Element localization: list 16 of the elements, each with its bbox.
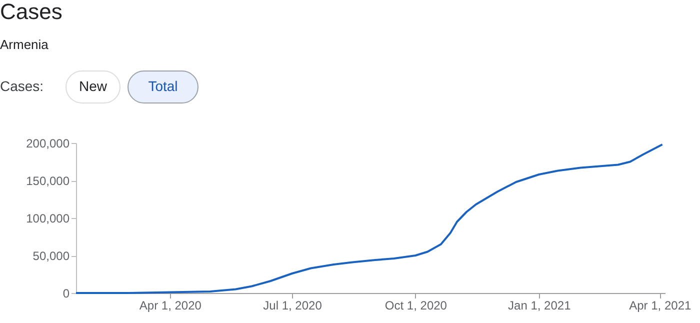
chart-title: Cases <box>0 0 62 24</box>
x-tick-label: Oct 1, 2020 <box>384 298 448 312</box>
x-tick-label: Apr 1, 2020 <box>139 298 202 312</box>
y-tick-label: 200,000 <box>26 136 70 150</box>
y-tick-label: 50,000 <box>32 249 70 263</box>
x-tick-label: Jan 1, 2021 <box>508 298 572 312</box>
x-tick-label: Jul 1, 2020 <box>263 298 322 312</box>
y-tick-label: 0 <box>62 286 70 300</box>
chart-subtitle: Armenia <box>0 37 50 52</box>
text: Total <box>148 78 178 94</box>
text: Cases: <box>0 78 44 94</box>
y-tick-label: 100,000 <box>26 212 70 226</box>
y-tick-label: 150,000 <box>26 174 70 188</box>
x-tick-label: Apr 1, 2021 <box>629 298 692 312</box>
line-series <box>75 144 664 294</box>
text: New <box>78 78 108 94</box>
